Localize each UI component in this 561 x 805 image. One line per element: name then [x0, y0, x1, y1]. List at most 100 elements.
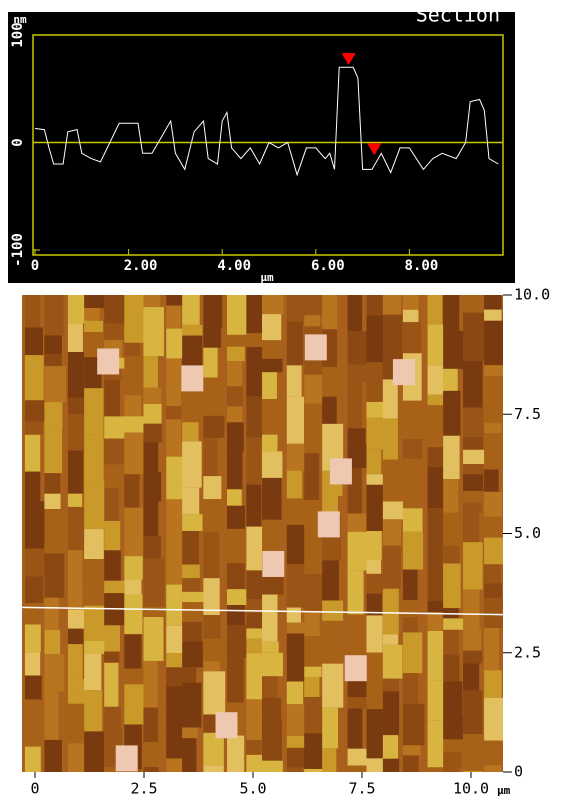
texture [124, 474, 140, 508]
texture [143, 766, 159, 772]
texture [84, 559, 103, 606]
texture [124, 356, 144, 396]
texture [484, 491, 503, 517]
texture [286, 704, 305, 736]
texture [104, 662, 119, 707]
texture [347, 697, 370, 709]
texture [44, 295, 64, 336]
texture [304, 676, 320, 697]
texture [67, 397, 88, 415]
x-tick-label: 7.5 [348, 780, 375, 798]
texture [227, 422, 244, 452]
texture [484, 423, 502, 434]
texture [262, 398, 280, 435]
texture [304, 374, 325, 404]
texture [44, 493, 61, 509]
texture [67, 550, 83, 580]
texture [427, 630, 447, 681]
texture [317, 511, 340, 538]
texture [203, 377, 223, 416]
texture [322, 495, 338, 516]
texture [402, 531, 424, 570]
texture [24, 603, 41, 625]
texture [443, 390, 461, 436]
texture [203, 347, 218, 378]
texture [402, 458, 421, 509]
texture [84, 388, 104, 435]
texture [262, 760, 283, 772]
texture [227, 406, 243, 423]
texture [322, 748, 337, 772]
texture [227, 361, 243, 387]
texture [484, 670, 502, 698]
plot-frame [32, 34, 504, 256]
texture [443, 479, 459, 513]
texture [67, 506, 89, 551]
texture [24, 471, 41, 502]
texture [463, 502, 482, 513]
texture [347, 570, 364, 615]
texture [382, 379, 398, 419]
texture [463, 734, 480, 772]
texture [44, 597, 59, 630]
texture [366, 559, 381, 574]
texture [443, 435, 460, 480]
texture [166, 305, 181, 329]
texture [463, 464, 484, 475]
texture [463, 474, 484, 492]
texture [104, 323, 124, 340]
texture [84, 295, 106, 309]
texture [366, 417, 388, 450]
texture [347, 513, 370, 532]
texture [382, 691, 400, 736]
texture [24, 295, 40, 328]
texture [44, 429, 63, 474]
texture [143, 536, 161, 559]
texture [382, 758, 400, 772]
texture [24, 327, 43, 356]
x-tick-label: 4.00 [217, 258, 251, 274]
texture [143, 387, 162, 405]
texture [484, 564, 501, 584]
texture [443, 330, 464, 369]
texture [104, 438, 125, 465]
texture [382, 519, 402, 546]
texture [84, 641, 106, 655]
y-tick-label: 0 [10, 138, 26, 146]
texture [463, 312, 485, 361]
texture [143, 404, 162, 424]
texture [443, 715, 463, 740]
texture [104, 380, 121, 417]
texture [246, 484, 262, 527]
texture [143, 558, 165, 607]
texture [166, 584, 183, 626]
texture [262, 594, 278, 642]
texture [67, 579, 83, 610]
texture [182, 667, 197, 683]
texture [227, 386, 243, 407]
texture [67, 414, 89, 451]
texture [402, 400, 424, 439]
texture [463, 663, 480, 691]
texture [402, 599, 418, 618]
texture [67, 493, 83, 507]
texture [227, 735, 245, 772]
y-tick-label: 5.0 [514, 524, 541, 542]
texture [44, 553, 65, 598]
texture [24, 675, 42, 700]
texture [84, 529, 104, 560]
texture [402, 438, 423, 459]
texture [484, 295, 502, 310]
texture [262, 372, 277, 399]
texture [246, 699, 264, 740]
texture [484, 469, 499, 492]
texture [67, 743, 88, 772]
texture [24, 652, 41, 676]
texture [402, 569, 418, 600]
texture [246, 526, 267, 571]
texture [484, 583, 503, 598]
texture [104, 416, 126, 439]
texture [44, 691, 59, 740]
texture [67, 644, 83, 680]
texture [262, 652, 283, 677]
